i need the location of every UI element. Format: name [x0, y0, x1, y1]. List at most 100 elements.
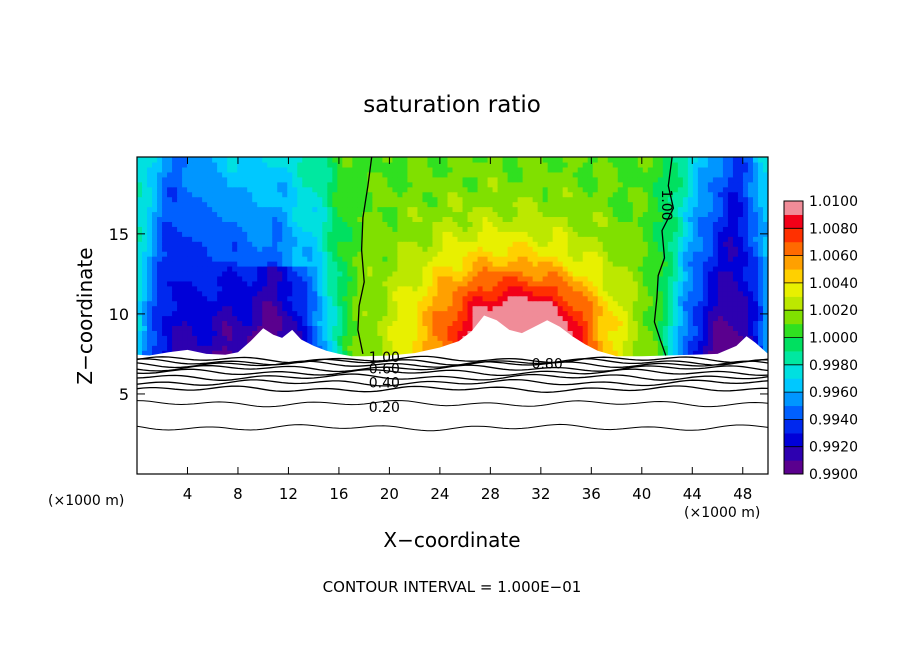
heatmap-cell	[722, 315, 729, 322]
heatmap-cell	[172, 300, 178, 307]
heatmap-cell	[622, 280, 629, 287]
heatmap-cell	[422, 295, 429, 302]
heatmap-cell	[227, 350, 233, 356]
heatmap-cell	[202, 305, 208, 312]
heatmap-cell	[272, 285, 278, 292]
heatmap-cell	[292, 280, 298, 287]
heatmap-cell	[342, 280, 348, 287]
heatmap-cell	[177, 335, 183, 341]
heatmap-cell	[157, 345, 163, 351]
heatmap-cell	[447, 300, 454, 307]
heatmap-cell	[197, 300, 203, 307]
heatmap-cell	[322, 315, 328, 322]
heatmap-cell	[387, 340, 394, 346]
heatmap-cell	[497, 275, 504, 282]
heatmap-cell	[352, 325, 358, 331]
heatmap-cell	[282, 315, 288, 322]
heatmap-cell	[617, 350, 624, 356]
heatmap-cell	[297, 325, 303, 331]
heatmap-cell	[167, 315, 173, 322]
heatmap-cell	[212, 330, 218, 336]
heatmap-cell	[527, 285, 534, 292]
heatmap-cell	[627, 320, 634, 326]
heatmap-cell	[347, 275, 353, 282]
heatmap-cell	[157, 325, 163, 331]
heatmap-cell	[187, 300, 193, 307]
heatmap-cell	[572, 325, 579, 331]
heatmap-cell	[622, 295, 629, 302]
heatmap-cell	[417, 345, 424, 351]
heatmap-cell	[457, 325, 464, 331]
heatmap-cell	[632, 335, 639, 341]
heatmap-cell	[637, 350, 644, 356]
heatmap-cell	[147, 290, 153, 297]
heatmap-cell	[737, 315, 744, 322]
heatmap-cell	[582, 295, 589, 302]
heatmap-cell	[622, 325, 629, 331]
heatmap-cell	[652, 350, 659, 356]
heatmap-cell	[512, 300, 519, 307]
heatmap-cell	[537, 290, 544, 297]
heatmap-cell	[527, 290, 534, 297]
heatmap-cell	[577, 295, 584, 302]
heatmap-cell	[417, 335, 424, 341]
heatmap-cell	[527, 325, 534, 331]
heatmap-cell	[302, 305, 308, 312]
heatmap-cell	[212, 335, 218, 341]
heatmap-cell	[372, 290, 378, 297]
heatmap-cell	[332, 305, 338, 312]
heatmap-cell	[417, 310, 424, 317]
heatmap-cell	[492, 315, 499, 322]
heatmap-cell	[347, 325, 353, 331]
heatmap-cell	[167, 325, 173, 331]
heatmap-cell	[507, 315, 514, 322]
heatmap-cell	[297, 310, 303, 317]
heatmap-cell	[302, 290, 308, 297]
heatmap-cell	[367, 310, 373, 317]
heatmap-cell	[237, 275, 243, 282]
heatmap-cell	[487, 275, 494, 282]
heatmap-cell	[722, 305, 729, 312]
heatmap-cell	[317, 325, 323, 331]
heatmap-cell	[302, 315, 308, 322]
heatmap-cell	[627, 285, 634, 292]
heatmap-cell	[232, 320, 238, 326]
heatmap-cell	[682, 285, 689, 292]
heatmap-cell	[302, 295, 308, 302]
heatmap-cell	[237, 340, 243, 346]
heatmap-cell	[622, 310, 629, 317]
heatmap-cell	[637, 305, 644, 312]
heatmap-cell	[332, 345, 338, 351]
heatmap-cell	[202, 350, 208, 356]
heatmap-cell	[232, 325, 238, 331]
heatmap-cell	[217, 330, 223, 336]
heatmap-cell	[662, 280, 669, 287]
heatmap-cell	[282, 285, 288, 292]
heatmap-cell	[522, 300, 529, 307]
heatmap-cell	[222, 335, 228, 341]
heatmap-cell	[622, 335, 629, 341]
heatmap-cell	[142, 295, 148, 302]
heatmap-cell	[557, 300, 564, 307]
heatmap-cell	[317, 300, 323, 307]
heatmap-cell	[472, 315, 479, 322]
heatmap-cell	[702, 300, 709, 307]
heatmap-cell	[652, 300, 659, 307]
heatmap-cell	[667, 315, 674, 322]
heatmap-cell	[427, 275, 434, 282]
heatmap-cell	[572, 285, 579, 292]
heatmap-cell	[217, 290, 223, 297]
heatmap-cell	[657, 315, 664, 322]
heatmap-cell	[162, 325, 168, 331]
heatmap-cell	[517, 300, 524, 307]
heatmap-cell	[667, 305, 674, 312]
heatmap-cell	[237, 280, 243, 287]
heatmap-cell	[562, 295, 569, 302]
heatmap-cell	[372, 345, 378, 351]
heatmap-cell	[222, 275, 228, 282]
heatmap-cell	[602, 285, 609, 292]
heatmap-cell	[392, 345, 399, 351]
heatmap-cell	[587, 285, 594, 292]
heatmap-cell	[527, 310, 534, 317]
heatmap-cell	[187, 340, 193, 346]
